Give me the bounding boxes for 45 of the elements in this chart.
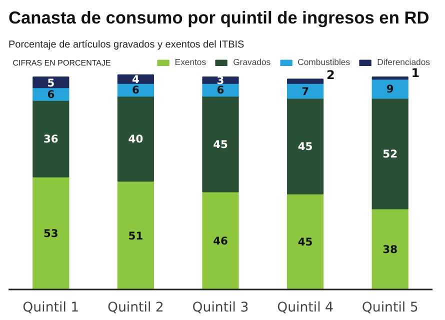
bar: [372, 98, 408, 210]
bar: [117, 180, 154, 290]
bar: [32, 76, 70, 88]
data-label: 38: [382, 243, 398, 256]
data-label: 45: [298, 236, 313, 249]
legend-label: Exentos: [174, 57, 206, 67]
data-label: 36: [43, 132, 58, 146]
data-label: 2: [326, 68, 335, 82]
data-label: 52: [382, 147, 398, 160]
data-label: 1: [411, 66, 420, 80]
bar: [286, 98, 324, 194]
bar: [286, 193, 324, 290]
data-label: 6: [216, 84, 224, 97]
text: CIFRAS EN PORCENTAJE: [12, 58, 111, 68]
x-tick-label: Quintil 1: [22, 300, 80, 316]
data-label: 5: [47, 76, 55, 90]
legend-label: Gravados: [233, 57, 271, 67]
bar: [202, 191, 239, 290]
bar: [372, 208, 408, 290]
data-label: 45: [213, 138, 228, 151]
data-label: 53: [43, 227, 58, 240]
bar: [202, 76, 239, 84]
legend-label: Diferenciados: [377, 57, 430, 67]
bar: [117, 96, 154, 182]
bar: [286, 78, 324, 84]
data-label: 4: [132, 73, 140, 86]
data-label: 7: [302, 84, 310, 98]
x-tick-label: Quintil 3: [192, 300, 249, 316]
chart-title: Canasta de consumo por quintil de ingresos en RD: [8, 8, 430, 28]
data-label: 40: [128, 132, 144, 146]
chart-subtitle: Porcentaje de artículos gravados y exentos del ITBIS: [8, 40, 245, 50]
bar: [32, 100, 70, 178]
data-label: 45: [298, 140, 313, 154]
bar: [372, 76, 408, 80]
data-label: 6: [47, 88, 55, 101]
legend-label: Combustibles: [298, 57, 350, 67]
x-tick-label: Quintil 2: [107, 300, 164, 316]
bar: [202, 96, 239, 192]
data-label: 51: [128, 229, 144, 242]
data-label: 46: [213, 234, 228, 248]
data-label: 6: [132, 84, 140, 97]
bar: [32, 176, 70, 290]
data-label: 9: [386, 82, 394, 96]
x-tick-label: Quintil 4: [277, 300, 334, 316]
x-tick-label: Quintil 5: [362, 300, 418, 316]
